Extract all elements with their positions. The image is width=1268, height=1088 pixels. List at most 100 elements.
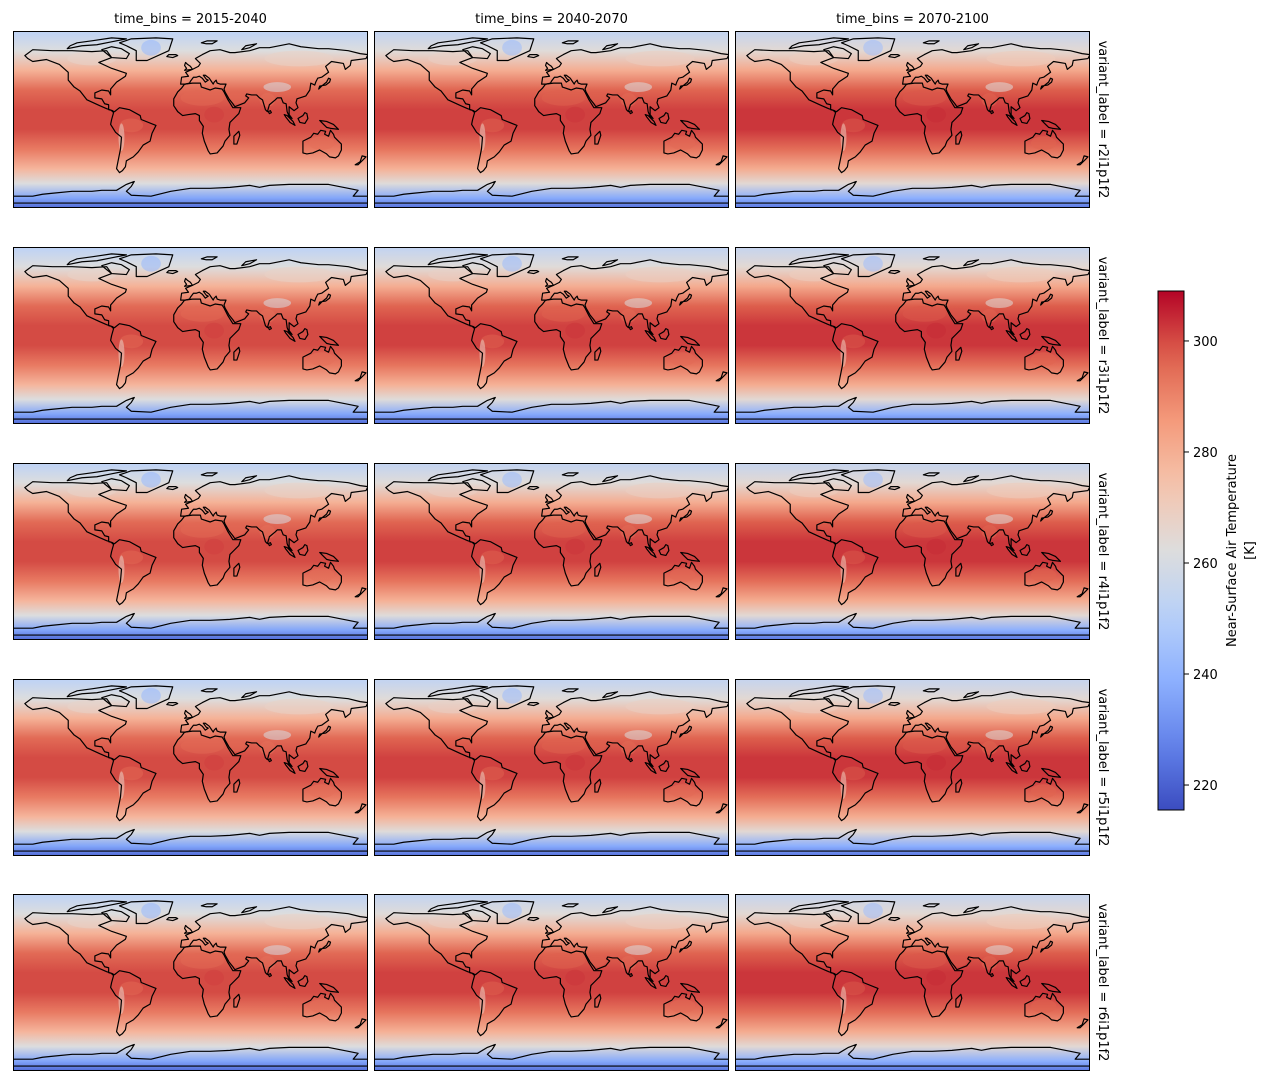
coastline-antarctica [735,181,1090,203]
coastline-australia [1025,130,1063,158]
land-anomaly-australia-hot [1030,136,1057,150]
land-anomaly-australia-hot [308,352,335,366]
coastline-sumatra [1006,547,1017,558]
land-anomaly-australia-hot [308,136,335,150]
land-anomaly-siberia-cool [625,913,695,930]
coastline-canadian-islands [789,901,848,912]
coastline-new-zealand [716,1019,727,1028]
column-facet-label: time_bins = 2040-2070 [475,12,628,27]
panel-frame [735,894,1090,1071]
panel-frame [13,894,368,1071]
land-anomaly-siberia-cool [264,50,334,67]
land-anomaly-australia-hot [1030,999,1057,1013]
coastline-svalbard [562,257,578,260]
map-content [735,254,1090,419]
land-anomaly-central-africa-hot [565,969,586,986]
coastline-australia [664,778,702,806]
coastline-new-guinea [681,336,700,345]
map-panel-r6i1p1f2-2070-2100 [735,894,1090,1071]
coastline-north-america [386,913,488,974]
coastline-novaya-zemlya [603,692,618,698]
coastline-eurasia [181,44,368,119]
coastline-sri-lanka [629,543,632,546]
coastline-japan [680,726,692,737]
coastline-greenland [481,254,534,277]
coastline-new-guinea [681,552,700,561]
land-anomaly-canada-cool [789,914,839,929]
coastline-eurasia [542,44,729,119]
coastline-africa [896,515,963,586]
coastline-japan [319,294,331,305]
coastline-iceland [528,918,539,921]
map-content [13,686,368,851]
land-anomaly-greenland-cold [502,39,522,56]
land-anomaly-canada-cool [67,914,117,929]
coastline-madagascar [234,131,240,144]
coastline-australia [664,562,702,590]
coastline-sri-lanka [990,111,993,114]
coastline-new-guinea [681,768,700,777]
map-panel-r4i1p1f2-2040-2070 [374,463,729,640]
panel-frame [735,31,1090,208]
land-anomaly-amazon-hot [841,981,866,996]
coastline-madagascar [234,563,240,576]
land-anomaly-central-africa-hot [204,106,225,123]
coastline-sri-lanka [629,974,632,977]
coastline-japan [319,78,331,89]
coastline-baffin-island [463,47,491,59]
land-anomaly-tibet-cold [985,298,1014,308]
coastline-novaya-zemlya [242,260,257,266]
coastline-svalbard [201,904,217,907]
coastline-antarctica [374,829,729,851]
coastline-svalbard [923,689,939,692]
coastline-svalbard [201,689,217,692]
coastline-canadian-islands [428,470,487,481]
coastline-svalbard [923,473,939,476]
coastline-antarctica [735,397,1090,419]
coastline-new-guinea [1042,552,1061,561]
land-anomaly-tibet-cold [263,298,292,308]
coastline-sumatra [645,115,656,126]
colorbar-tick-label: 220 [1193,779,1218,794]
coastline-baffin-island [824,263,852,275]
land-anomaly-tibet-cold [985,514,1014,524]
land-anomaly-arabia-hot [587,523,606,536]
coastline-japan [1041,726,1053,737]
coastline-sri-lanka [629,327,632,330]
coastline-svalbard [923,41,939,44]
coastline-canadian-islands [789,470,848,481]
coastline-australia [664,993,702,1021]
coastline-madagascar [595,563,601,576]
coastline-australia [303,778,341,806]
land-anomaly-amazon-hot [480,981,505,996]
coastline-antarctica [374,1044,729,1066]
map-panel-r6i1p1f2-2040-2070 [374,894,729,1071]
coastline-south-america [833,324,878,389]
land-anomaly-sahara-hot [541,522,586,538]
coastline-borneo [1020,329,1030,340]
coastline-novaya-zemlya [242,44,257,50]
map-panel-r2i1p1f2-2015-2040 [13,31,368,208]
land-anomaly-australia-hot [308,568,335,582]
coastline-new-zealand [716,372,727,381]
row-facet-label: variant_label = r5i1p1f2 [1095,689,1110,847]
coastline-antarctica [13,1044,368,1066]
coastline-sri-lanka [268,974,271,977]
map-content [374,470,729,635]
land-anomaly-canada-cool [428,51,478,66]
coastline-borneo [1020,545,1030,556]
coastline-madagascar [956,347,962,360]
coastline-madagascar [956,994,962,1007]
coastline-australia [664,346,702,374]
map-content [13,254,368,419]
coastline-novaya-zemlya [964,692,979,698]
coastline-japan [319,941,331,952]
coastline-new-guinea [320,768,339,777]
map-content [13,38,368,203]
land-anomaly-arabia-hot [226,523,245,536]
land-anomaly-central-africa-hot [204,969,225,986]
coastline-great-britain [546,62,554,70]
coastline-north-america [386,266,488,327]
land-anomaly-arabia-hot [226,307,245,320]
